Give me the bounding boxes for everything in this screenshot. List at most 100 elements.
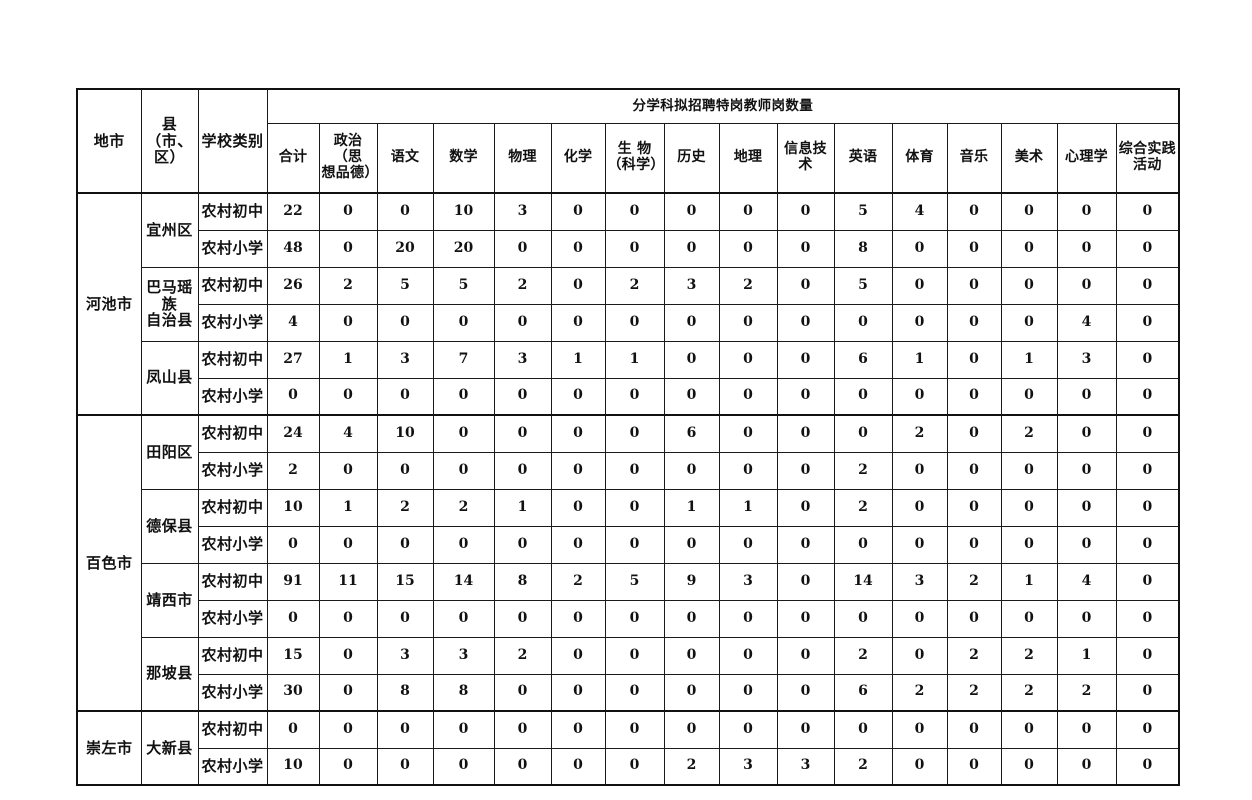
cell-subject-count: 0 [493, 673, 552, 712]
cell-subject-count: 0 [1000, 229, 1058, 268]
cell-subject-count: 0 [432, 303, 495, 342]
cell-subject-count: 0 [776, 303, 835, 342]
cell-subject-count: 0 [318, 229, 378, 268]
cell-subject-count: 2 [833, 451, 893, 490]
cell-subject-count: 0 [376, 303, 434, 342]
cell-subject-count: 0 [432, 414, 495, 453]
cell-school-type: 农村小学 [197, 303, 268, 342]
cell-school-type: 农村小学 [197, 377, 268, 416]
cell-subject-count: 2 [833, 488, 893, 527]
table-row: 农村小学 0 0 0 0 0 0 0 0 0 0 0 0 0 0 0 0 [77, 599, 1180, 638]
cell-subject-count: 0 [1115, 266, 1180, 305]
cell-subject-count: 0 [946, 710, 1002, 749]
cell-subject-count: 0 [946, 488, 1002, 527]
cell-subject-count: 0 [718, 673, 778, 712]
cell-subject-count: 0 [946, 451, 1002, 490]
cell-county: 德保县 [140, 488, 199, 564]
cell-subject-count: 0 [493, 414, 552, 453]
cell-subject-count: 2 [663, 747, 720, 786]
header-school-type: 学校类别 [197, 88, 268, 194]
cell-subject-count: 0 [604, 414, 665, 453]
cell-subject-count: 0 [946, 229, 1002, 268]
cell-subject-count: 0 [493, 377, 552, 416]
table-row: 德保县 农村初中 10 1 2 2 1 0 0 1 1 0 2 0 0 0 0 0 [77, 488, 1180, 564]
cell-subject-count: 1 [1056, 636, 1117, 675]
cell-subject-count: 0 [1115, 303, 1180, 342]
cell-total: 10 [266, 747, 320, 786]
cell-subject-count: 0 [891, 488, 948, 527]
cell-subject-count: 0 [493, 451, 552, 490]
table-row: 农村小学 0 0 0 0 0 0 0 0 0 0 0 0 0 0 0 0 [77, 377, 1180, 416]
cell-subject-count: 0 [604, 377, 665, 416]
cell-school-type: 农村小学 [197, 599, 268, 638]
cell-subject-count: 0 [604, 451, 665, 490]
header-chemistry: 化学 [550, 123, 606, 194]
header-row-subjects: 合计 政治（思 想品德） 语文 数学 物理 化学 生 物 （科学） 历史 地理 … [77, 123, 1180, 194]
cell-subject-count: 0 [1115, 414, 1180, 453]
cell-subject-count: 2 [604, 266, 665, 305]
cell-school-type: 农村小学 [197, 451, 268, 490]
cell-subject-count: 0 [833, 377, 893, 416]
cell-subject-count: 0 [1115, 636, 1180, 675]
cell-subject-count: 0 [663, 636, 720, 675]
cell-total: 48 [266, 229, 320, 268]
cell-subject-count: 0 [550, 266, 606, 305]
cell-subject-count: 3 [718, 747, 778, 786]
cell-subject-count: 1 [493, 488, 552, 527]
header-history: 历史 [663, 123, 720, 194]
cell-subject-count: 0 [376, 525, 434, 564]
cell-subject-count: 1 [663, 488, 720, 527]
cell-subject-count: 0 [1056, 414, 1117, 453]
cell-subject-count: 0 [550, 303, 606, 342]
cell-school-type: 农村初中 [197, 340, 268, 379]
cell-school-type: 农村初中 [197, 192, 268, 231]
cell-subject-count: 0 [1115, 710, 1180, 749]
cell-subject-count: 0 [376, 710, 434, 749]
header-biology-line2: （科学） [607, 157, 665, 173]
cell-subject-count: 6 [663, 414, 720, 453]
cell-subject-count: 3 [432, 636, 495, 675]
cell-subject-count: 1 [1000, 340, 1058, 379]
cell-subject-count: 0 [1115, 229, 1180, 268]
cell-subject-count: 0 [946, 525, 1002, 564]
cell-subject-count: 0 [432, 451, 495, 490]
cell-subject-count: 0 [1056, 266, 1117, 305]
cell-city: 河池市 [76, 192, 142, 416]
cell-subject-count: 8 [833, 229, 893, 268]
cell-subject-count: 0 [1056, 525, 1117, 564]
cell-subject-count: 0 [776, 710, 835, 749]
cell-subject-count: 0 [604, 636, 665, 675]
cell-subject-count: 3 [493, 192, 552, 231]
cell-subject-count: 0 [776, 414, 835, 453]
cell-subject-count: 0 [376, 747, 434, 786]
header-total: 合计 [266, 123, 320, 194]
cell-subject-count: 8 [376, 673, 434, 712]
cell-school-type: 农村初中 [197, 562, 268, 601]
cell-subject-count: 0 [1000, 525, 1058, 564]
cell-subject-count: 0 [1115, 340, 1180, 379]
cell-subject-count: 0 [1056, 710, 1117, 749]
cell-county-line: 自治县 [146, 311, 193, 330]
header-practice-line2: 活动 [1133, 157, 1162, 173]
cell-school-type: 农村初中 [197, 636, 268, 675]
cell-subject-count: 0 [550, 599, 606, 638]
cell-subject-count: 0 [833, 303, 893, 342]
cell-total: 15 [266, 636, 320, 675]
cell-subject-count: 8 [432, 673, 495, 712]
cell-subject-count: 0 [318, 710, 378, 749]
cell-subject-count: 2 [891, 414, 948, 453]
cell-subject-count: 0 [318, 192, 378, 231]
cell-subject-count: 14 [432, 562, 495, 601]
cell-school-type: 农村初中 [197, 488, 268, 527]
cell-subject-count: 0 [550, 747, 606, 786]
cell-subject-count: 11 [318, 562, 378, 601]
cell-subject-count: 5 [833, 266, 893, 305]
cell-subject-count: 0 [946, 414, 1002, 453]
cell-total: 30 [266, 673, 320, 712]
cell-subject-count: 0 [1000, 710, 1058, 749]
cell-total: 0 [266, 599, 320, 638]
cell-subject-count: 1 [718, 488, 778, 527]
table-row: 农村小学 30 0 8 8 0 0 0 0 0 0 6 2 2 2 2 0 [77, 673, 1180, 712]
cell-subject-count: 0 [1056, 229, 1117, 268]
cell-subject-count: 0 [891, 710, 948, 749]
